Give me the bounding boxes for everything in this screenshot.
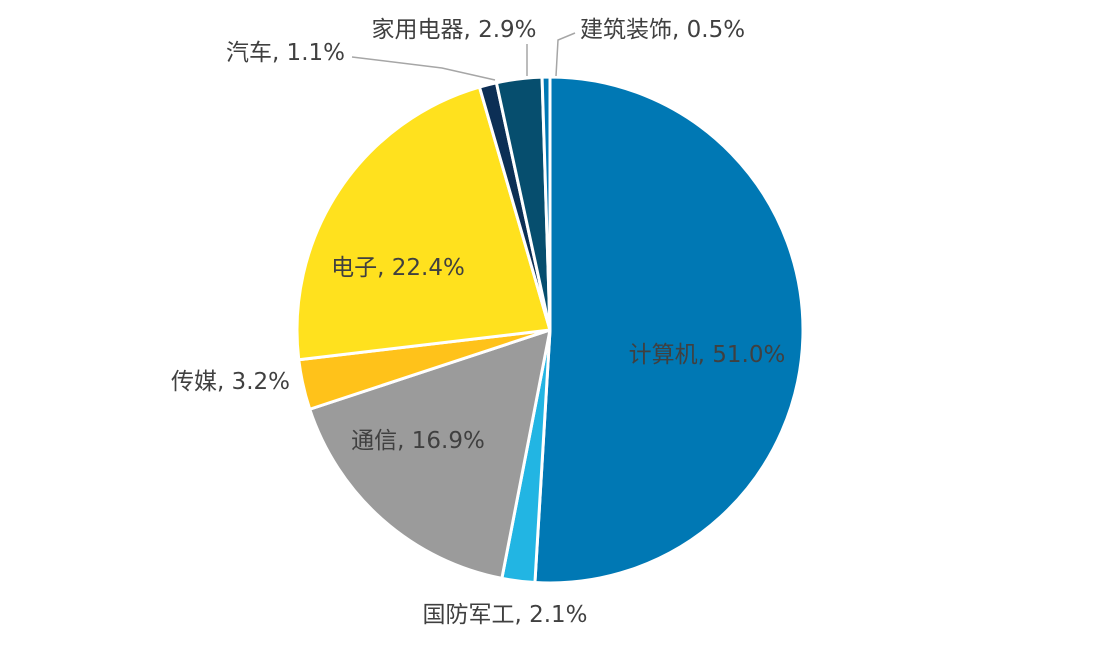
- pie-slice-通信: [308, 328, 552, 580]
- leader-line-汽车: [351, 56, 496, 81]
- pie-slice-计算机: [533, 75, 805, 585]
- data-label-建筑装饰: 建筑装饰, 0.5%: [580, 17, 745, 43]
- data-label-国防军工: 国防军工, 2.1%: [422, 602, 587, 628]
- data-label-通信: 通信, 16.9%: [351, 428, 485, 454]
- data-label-汽车: 汽车, 1.1%: [226, 40, 345, 66]
- leader-line-建筑装饰: [555, 32, 576, 77]
- data-label-家用电器: 家用电器, 2.9%: [371, 17, 536, 43]
- pie-slice-建筑装饰: [540, 75, 552, 332]
- pie-slices: [295, 75, 805, 585]
- data-labels: 计算机, 51.0% 国防军工, 2.1% 通信, 16.9% 传媒, 3.2%…: [171, 17, 785, 628]
- data-label-传媒: 传媒, 3.2%: [171, 369, 290, 395]
- data-label-计算机: 计算机, 51.0%: [629, 342, 786, 368]
- leader-lines: [351, 32, 576, 81]
- data-label-电子: 电子, 22.4%: [331, 255, 465, 281]
- pie-slice-电子: [295, 85, 552, 362]
